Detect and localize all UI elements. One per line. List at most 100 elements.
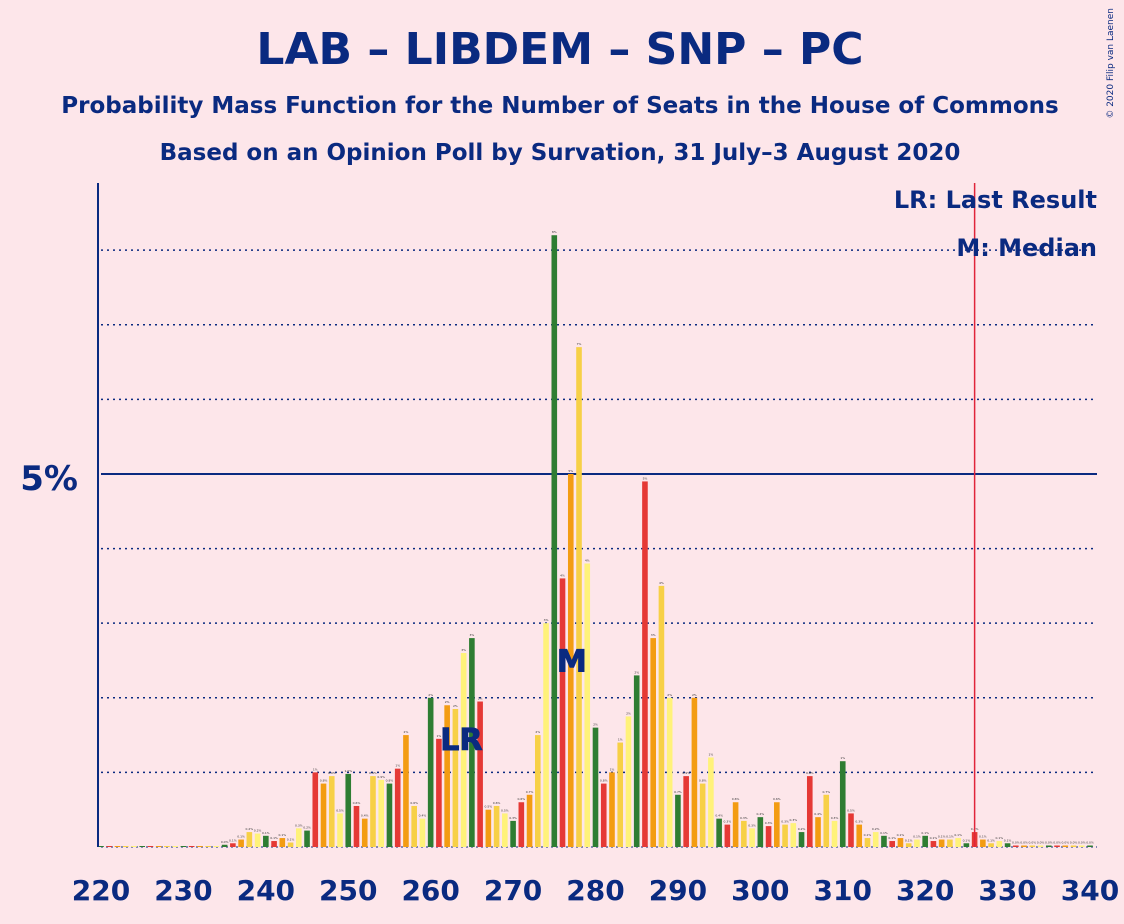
bar-263 [452,708,459,847]
bar-label-320: 0.1% [921,831,929,835]
bar-251 [353,805,360,847]
bar-269 [502,813,508,847]
bar-label-253: 0.9% [369,771,377,775]
bar-264 [460,653,467,847]
bar-label-277: 5% [568,469,573,473]
bar-258 [411,805,417,847]
bar-label-324: 0.1% [954,833,962,837]
bar-333 [1029,845,1036,847]
bar-275 [551,235,558,847]
bar-label-336: 0.0% [1053,841,1061,845]
bar-335 [1045,845,1052,847]
bar-300 [757,817,764,847]
bar-label-330: 0.1% [1004,838,1012,842]
bar-label-255: 0.8% [386,779,394,783]
bar-243 [287,842,294,847]
x-tick-label: 250 [319,874,377,907]
bar-222 [114,846,121,847]
bar-label-276: 4% [560,573,565,577]
bar-287 [650,638,656,847]
bar-241 [271,841,277,847]
bar-316 [889,841,896,847]
bar-260 [427,697,434,847]
bar-label-268: 0.6% [493,801,501,805]
bar-301 [765,826,772,847]
bar-label-311: 0.5% [847,808,855,812]
bar-291 [683,776,689,847]
bar-261 [436,738,442,847]
bar-231 [188,846,195,847]
bar-297 [732,802,739,847]
bar-label-286: 5% [643,476,648,480]
bar-label-305: 0.2% [798,827,806,831]
bar-337 [1062,845,1069,847]
bar-label-310: 1% [840,756,845,760]
bar-label-237: 0.1% [237,835,245,839]
median-marker: M [557,645,587,680]
bar-label-309: 0.3% [831,816,839,820]
bar-label-244: 0.3% [295,823,303,827]
bar-304 [790,823,797,847]
bar-label-270: 0.3% [509,816,517,820]
bar-label-306: 0.9% [806,771,814,775]
bar-284 [625,716,632,847]
bar-label-327: 0.1% [979,835,987,839]
bar-314 [872,832,879,847]
x-tick-label: 330 [978,874,1036,907]
bar-label-297: 0.6% [732,797,740,801]
bar-317 [897,838,904,847]
bar-285 [633,675,640,847]
bar-label-304: 0.3% [789,818,797,822]
bar-label-269: 0.5% [501,808,509,812]
bar-239 [254,833,261,847]
bar-233 [205,846,211,847]
bar-276 [559,578,566,847]
bar-label-338: 0.0% [1070,841,1078,845]
bar-312 [856,824,863,847]
bar-230 [180,846,187,847]
bar-label-265: 3% [469,633,474,637]
bar-237 [238,839,244,847]
bar-249 [337,813,343,847]
bar-label-298: 0.3% [740,816,748,820]
bar-227 [155,846,162,847]
bar-266 [477,701,483,847]
bar-238 [246,832,253,847]
bar-label-275: 8% [552,230,557,234]
bar-label-331: 0.0% [1012,841,1020,845]
bar-label-316: 0.1% [888,836,896,840]
bar-320 [922,835,928,847]
x-tick-labels: 220 230 240 250 260 270 280 290 300 310 320 330 340 [72,874,1119,907]
bar-label-258: 0.6% [410,801,418,805]
bar-254 [378,779,385,847]
bar-288 [658,585,665,847]
bar-282 [609,772,615,847]
bar-label-295: 0.4% [715,814,723,818]
bar-label-235: 0.0% [221,840,229,844]
bar-325 [963,843,970,847]
bar-label-248: 0.9% [328,771,336,775]
bar-299 [749,828,755,847]
bar-label-293: 0.8% [699,779,707,783]
x-tick-label: 310 [814,874,872,907]
bar-338 [1070,845,1077,847]
bar-252 [361,818,368,847]
bar-311 [848,813,854,847]
bar-315 [881,835,887,847]
bar-306 [806,776,813,847]
bar-329 [996,841,1003,847]
bar-label-246: 1% [313,767,318,771]
bar-330 [1004,843,1011,847]
bar-277 [567,473,574,847]
bar-label-319: 0.1% [913,835,921,839]
bar-label-271: 0.6% [518,797,526,801]
bar-label-300: 0.4% [757,812,765,816]
bar-313 [864,838,871,847]
bar-250 [345,773,352,847]
bar-label-272: 0.7% [526,790,534,794]
bar-label-262: 2% [445,700,450,704]
bar-247 [320,783,327,847]
bar-280 [592,727,599,847]
bars: 0.0% 0.1%0.1%0.2% 0.2%0.1%0.1%0.1%0.1%0.3%… [98,230,1094,847]
bar-257 [403,735,409,847]
